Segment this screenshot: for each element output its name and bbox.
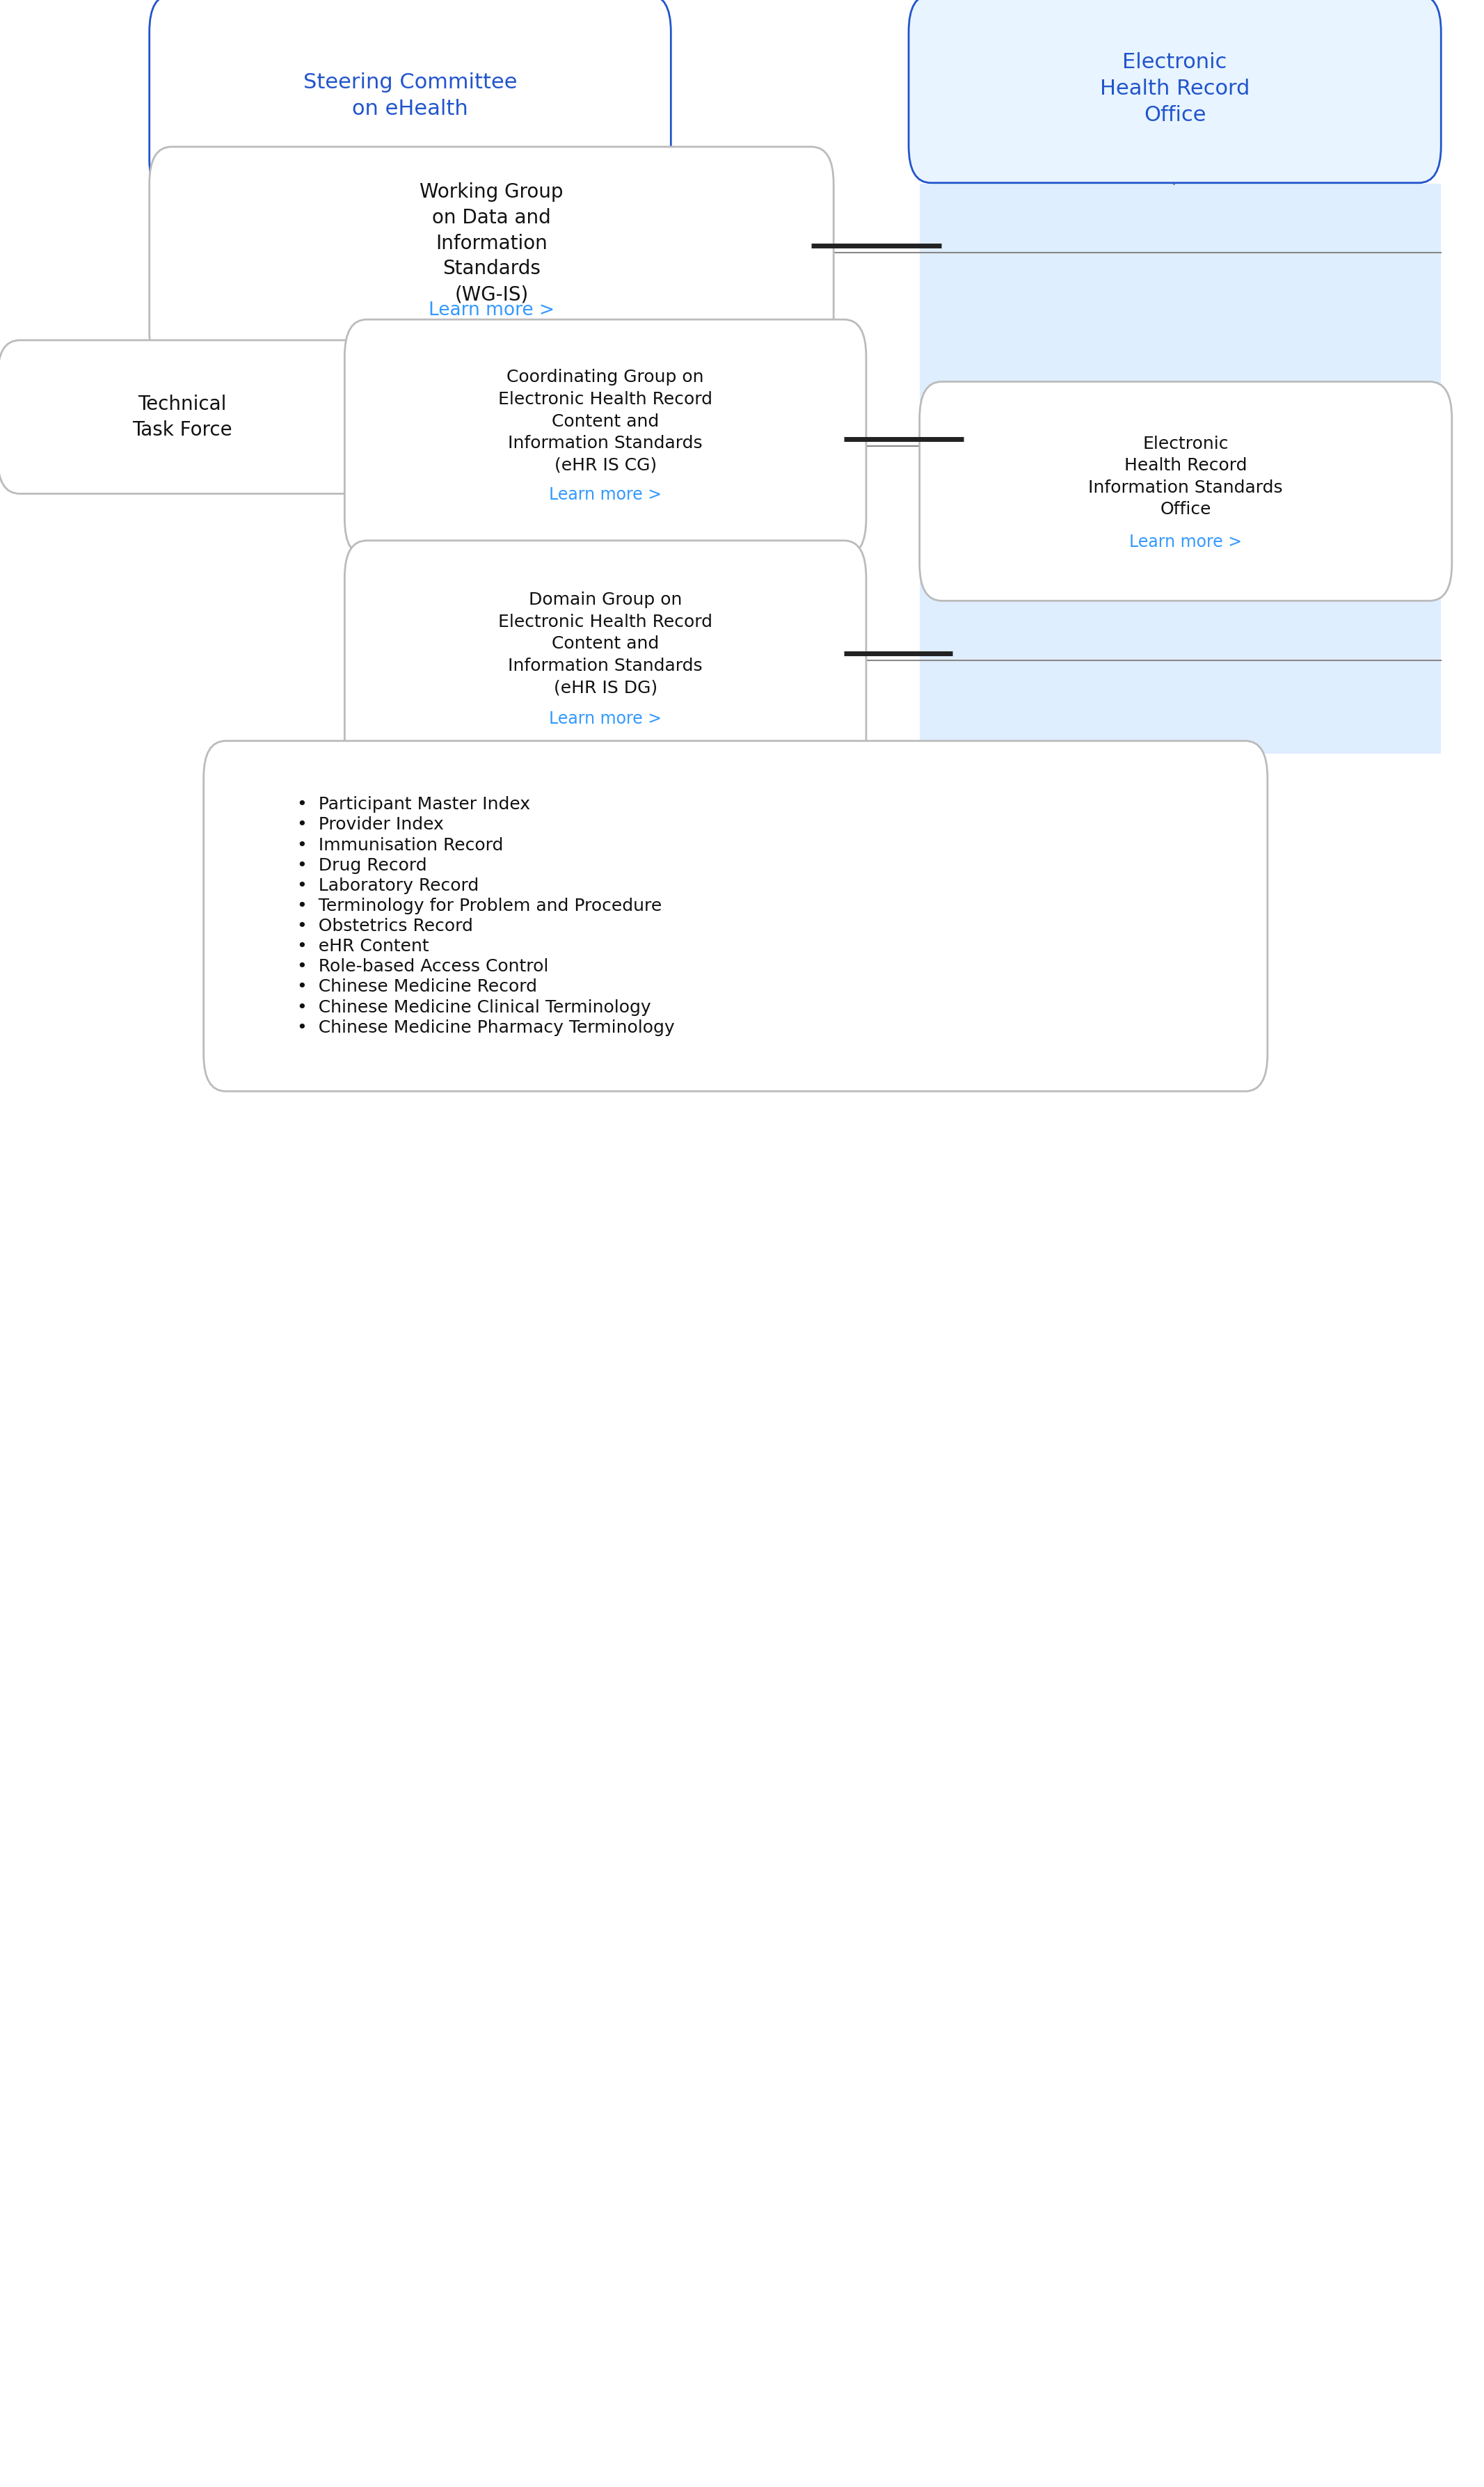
Text: •  Laboratory Record: • Laboratory Record [297,878,479,893]
Text: Electronic
Health Record
Information Standards
Office: Electronic Health Record Information Sta… [1088,435,1284,517]
FancyBboxPatch shape [203,741,1267,1092]
Bar [367,430,442,450]
Text: Learn more >: Learn more > [549,711,662,726]
FancyBboxPatch shape [150,0,671,196]
Text: •  Obstetrics Record: • Obstetrics Record [297,918,473,935]
Text: •  Chinese Medicine Pharmacy Terminology: • Chinese Medicine Pharmacy Terminology [297,1020,675,1037]
Text: •  Role-based Access Control: • Role-based Access Control [297,957,549,975]
Text: •  eHR Content: • eHR Content [297,938,429,955]
Text: •  Immunisation Record: • Immunisation Record [297,836,503,853]
Text: •  Chinese Medicine Record: • Chinese Medicine Record [297,980,537,995]
Text: •  Chinese Medicine Clinical Terminology: • Chinese Medicine Clinical Terminology [297,1000,651,1015]
Text: Technical
Task Force: Technical Task Force [132,395,233,440]
Text: Steering Committee
on eHealth: Steering Committee on eHealth [303,72,516,119]
FancyBboxPatch shape [150,147,834,371]
FancyBboxPatch shape [344,540,867,781]
Text: •  Provider Index: • Provider Index [297,816,444,833]
Text: Domain Group on
Electronic Health Record
Content and
Information Standards
(eHR : Domain Group on Electronic Health Record… [499,592,712,696]
Bar [442,333,551,662]
FancyBboxPatch shape [0,341,367,495]
Text: •  Terminology for Problem and Procedure: • Terminology for Problem and Procedure [297,898,662,915]
Text: Electronic
Health Record
Office: Electronic Health Record Office [1100,52,1250,124]
FancyBboxPatch shape [344,318,867,557]
Bar [367,644,442,664]
Text: •  Drug Record: • Drug Record [297,858,427,873]
Bar [920,184,1441,754]
FancyBboxPatch shape [908,0,1441,184]
Text: Learn more >: Learn more > [429,301,555,318]
Text: Learn more >: Learn more > [1129,535,1242,550]
Text: Coordinating Group on
Electronic Health Record
Content and
Information Standards: Coordinating Group on Electronic Health … [499,368,712,475]
Text: Learn more >: Learn more > [549,485,662,502]
Text: Working Group
on Data and
Information
Standards
(WG-IS): Working Group on Data and Information St… [420,182,564,303]
Text: •  Participant Master Index: • Participant Master Index [297,796,530,813]
FancyBboxPatch shape [920,381,1451,602]
Bar [19,408,551,430]
